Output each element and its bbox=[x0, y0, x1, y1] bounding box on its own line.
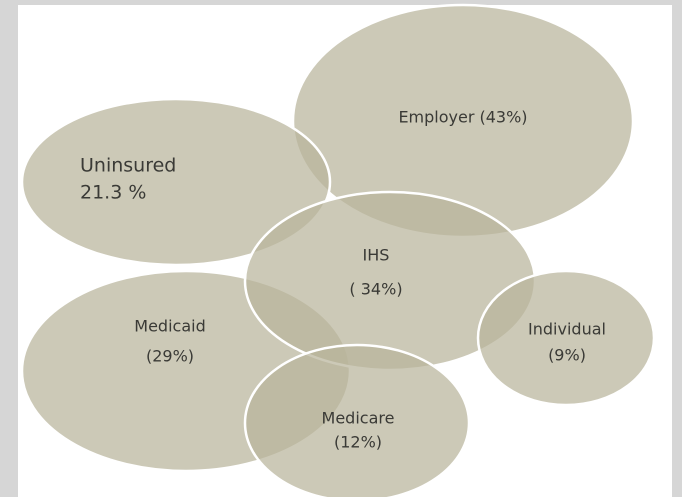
node-label: (29%) bbox=[146, 347, 194, 366]
node-label: IHS bbox=[363, 246, 390, 265]
medicare-circle bbox=[243, 343, 471, 497]
node-label: (12%) bbox=[334, 433, 382, 452]
node-label: 21.3 % bbox=[80, 182, 146, 204]
node-label: Employer (43%) bbox=[398, 108, 527, 127]
node-label: ( 34%) bbox=[349, 280, 402, 299]
node-label: Medicaid bbox=[134, 317, 205, 336]
node-label: Uninsured bbox=[80, 155, 176, 177]
node-label: Medicare bbox=[322, 409, 395, 428]
node-label: (9%) bbox=[548, 346, 586, 365]
node-label: Individual bbox=[528, 320, 606, 339]
uninsured-circle bbox=[20, 97, 332, 267]
individual-circle bbox=[476, 269, 656, 407]
